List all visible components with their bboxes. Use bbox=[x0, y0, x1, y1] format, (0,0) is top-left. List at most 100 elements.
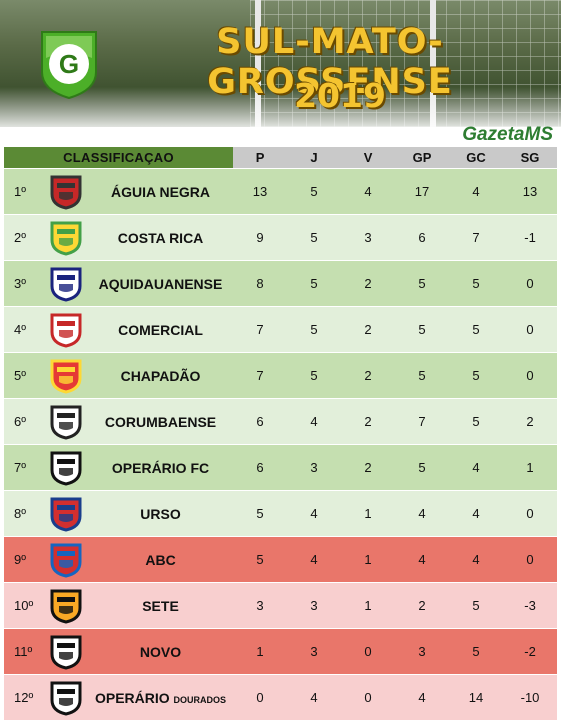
wins-cell: 0 bbox=[341, 674, 396, 720]
position-cell: 11º bbox=[4, 628, 44, 675]
table-header-row: CLASSIFICAÇAO P J V GP GC SG bbox=[4, 147, 558, 169]
team-crest-icon bbox=[44, 260, 88, 307]
team-crest-icon bbox=[44, 628, 88, 675]
position-cell: 8º bbox=[4, 490, 44, 537]
points-cell: 3 bbox=[233, 582, 288, 629]
team-name-cell: COMERCIAL bbox=[88, 306, 234, 353]
goals-against-cell: 14 bbox=[449, 674, 504, 720]
team-name-cell: NOVO bbox=[88, 628, 234, 675]
team-name-cell: SETE bbox=[88, 582, 234, 629]
team-name: NOVO bbox=[139, 643, 182, 660]
games-cell: 5 bbox=[287, 352, 342, 399]
team-name: ÁGUIA NEGRA bbox=[110, 183, 211, 200]
goals-for-cell: 4 bbox=[395, 536, 450, 583]
goal-difference-cell: 0 bbox=[503, 306, 558, 353]
games-cell: 4 bbox=[287, 490, 342, 537]
svg-text:G: G bbox=[59, 49, 79, 79]
team-name-cell: COSTA RICA bbox=[88, 214, 234, 261]
points-cell: 6 bbox=[233, 444, 288, 491]
goals-for-cell: 7 bbox=[395, 398, 450, 445]
goals-for-cell: 3 bbox=[395, 628, 450, 675]
title-line1: SUL-MATO-GROSSENSE bbox=[207, 22, 453, 102]
team-name: ABC bbox=[145, 551, 176, 568]
goal-difference-cell: -10 bbox=[503, 674, 558, 720]
points-cell: 1 bbox=[233, 628, 288, 675]
team-name: OPERÁRIO FC bbox=[111, 459, 210, 476]
team-crest-icon bbox=[44, 214, 88, 261]
games-cell: 5 bbox=[287, 306, 342, 353]
position-cell: 12º bbox=[4, 674, 44, 720]
team-crest-icon bbox=[44, 444, 88, 491]
games-cell: 3 bbox=[287, 628, 342, 675]
points-cell: 7 bbox=[233, 306, 288, 353]
goal-difference-cell: 2 bbox=[503, 398, 558, 445]
wins-cell: 2 bbox=[341, 398, 396, 445]
position-cell: 6º bbox=[4, 398, 44, 445]
table-row: 4º COMERCIAL 7 5 2 5 5 0 bbox=[4, 306, 558, 353]
goal-difference-cell: -2 bbox=[503, 628, 558, 675]
position-cell: 5º bbox=[4, 352, 44, 399]
team-name-cell: AQUIDAUANENSE bbox=[88, 260, 234, 307]
brand-label: GazetaMS bbox=[462, 124, 553, 145]
position-cell: 1º bbox=[4, 168, 44, 215]
wins-cell: 2 bbox=[341, 444, 396, 491]
goal-post bbox=[430, 0, 436, 127]
games-cell: 4 bbox=[287, 536, 342, 583]
goals-for-cell: 2 bbox=[395, 582, 450, 629]
games-cell: 5 bbox=[287, 214, 342, 261]
wins-cell: 4 bbox=[341, 168, 396, 215]
goal-difference-cell: 0 bbox=[503, 352, 558, 399]
goal-difference-cell: -3 bbox=[503, 582, 558, 629]
goals-against-cell: 4 bbox=[449, 536, 504, 583]
position-cell: 3º bbox=[4, 260, 44, 307]
goals-for-cell: 5 bbox=[395, 306, 450, 353]
goal-difference-cell: 0 bbox=[503, 490, 558, 537]
points-cell: 9 bbox=[233, 214, 288, 261]
table-row: 11º NOVO 1 3 0 3 5 -2 bbox=[4, 628, 558, 675]
points-cell: 6 bbox=[233, 398, 288, 445]
goal-post bbox=[255, 0, 261, 127]
points-cell: 5 bbox=[233, 490, 288, 537]
goals-for-cell: 4 bbox=[395, 674, 450, 720]
points-cell: 7 bbox=[233, 352, 288, 399]
team-crest-icon bbox=[44, 168, 88, 215]
team-name: SETE bbox=[142, 597, 179, 614]
points-cell: 5 bbox=[233, 536, 288, 583]
title-line2: 2019 bbox=[294, 76, 386, 115]
header-p: P bbox=[233, 147, 288, 169]
team-name: COSTA RICA bbox=[117, 229, 204, 246]
wins-cell: 0 bbox=[341, 628, 396, 675]
goals-against-cell: 5 bbox=[449, 260, 504, 307]
table-row: 10º SETE 3 3 1 2 5 -3 bbox=[4, 582, 558, 629]
table-row: 5º CHAPADÃO 7 5 2 5 5 0 bbox=[4, 352, 558, 399]
table-row: 3º AQUIDAUANENSE 8 5 2 5 5 0 bbox=[4, 260, 558, 307]
goals-against-cell: 4 bbox=[449, 444, 504, 491]
goal-difference-cell: -1 bbox=[503, 214, 558, 261]
team-crest-icon bbox=[44, 536, 88, 583]
goal-difference-cell: 13 bbox=[503, 168, 558, 215]
goals-against-cell: 5 bbox=[449, 398, 504, 445]
team-name-cell: URSO bbox=[88, 490, 234, 537]
table-row: 8º URSO 5 4 1 4 4 0 bbox=[4, 490, 558, 537]
team-name: URSO bbox=[140, 505, 181, 522]
position-cell: 4º bbox=[4, 306, 44, 353]
goals-against-cell: 7 bbox=[449, 214, 504, 261]
wins-cell: 2 bbox=[341, 260, 396, 307]
goals-against-cell: 5 bbox=[449, 628, 504, 675]
team-name: OPERÁRIO bbox=[94, 689, 170, 706]
header-gc: GC bbox=[449, 147, 504, 169]
header-gp: GP bbox=[395, 147, 450, 169]
wins-cell: 3 bbox=[341, 214, 396, 261]
gazeta-logo-icon: G bbox=[41, 31, 97, 100]
position-cell: 2º bbox=[4, 214, 44, 261]
team-name: CORUMBAENSE bbox=[104, 413, 217, 430]
wins-cell: 2 bbox=[341, 352, 396, 399]
goals-against-cell: 5 bbox=[449, 352, 504, 399]
table-row: 9º ABC 5 4 1 4 4 0 bbox=[4, 536, 558, 583]
goals-against-cell: 4 bbox=[449, 168, 504, 215]
goals-for-cell: 4 bbox=[395, 490, 450, 537]
header-classification: CLASSIFICAÇAO bbox=[4, 147, 234, 169]
team-crest-icon bbox=[44, 352, 88, 399]
header-sg: SG bbox=[503, 147, 558, 169]
goals-for-cell: 5 bbox=[395, 444, 450, 491]
